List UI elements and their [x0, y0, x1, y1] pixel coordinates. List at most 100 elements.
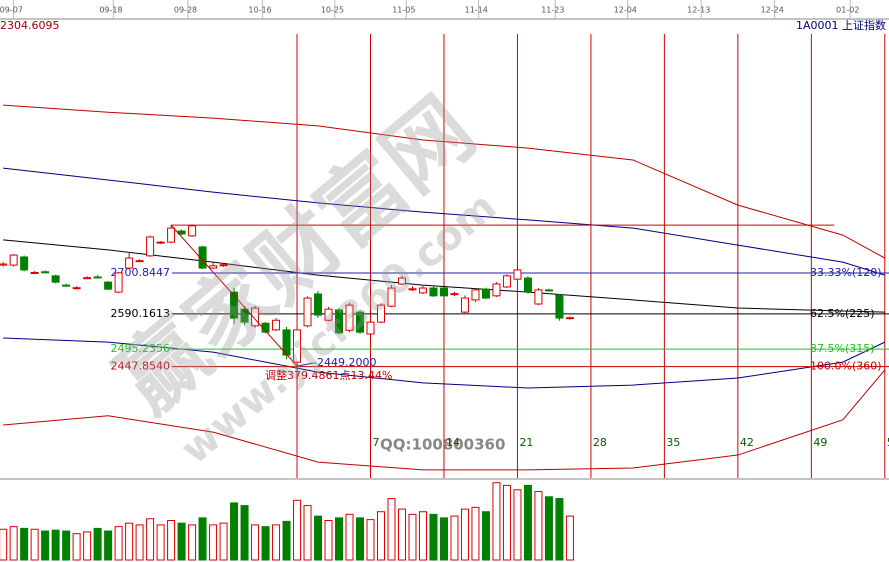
candle-body — [30, 272, 39, 275]
fib-ratio: 62.5%(225) — [810, 307, 875, 320]
x-tick-label: 12-04 — [614, 6, 637, 15]
candle-body — [146, 236, 155, 257]
band-line — [3, 167, 885, 276]
cycle-label: 7 — [373, 436, 380, 449]
candle-body — [219, 264, 228, 267]
volume-bar — [125, 522, 134, 561]
volume-bar — [293, 499, 302, 561]
candle-body — [293, 329, 302, 363]
corner-value: 2304.6095 — [0, 19, 60, 32]
volume-bar — [41, 530, 50, 561]
date-header — [0, 0, 889, 19]
x-tick-label: 10-16 — [248, 6, 271, 15]
volume-bar — [198, 517, 207, 561]
candle-body — [303, 297, 312, 327]
volume-bar — [523, 484, 532, 561]
cycle-label: 14 — [446, 436, 460, 449]
x-tick-label: 11-05 — [392, 6, 415, 15]
volume-bar — [114, 526, 123, 561]
volume-bar — [83, 531, 92, 561]
volume-bar — [335, 517, 344, 561]
candle-body — [251, 307, 260, 327]
volume-bar — [62, 530, 71, 561]
volume-bar — [345, 513, 354, 561]
band-line — [3, 104, 886, 259]
low-pointer — [296, 362, 314, 367]
candle-body — [356, 311, 365, 333]
candle-body — [272, 319, 281, 331]
candle-body — [209, 265, 218, 269]
candle-body — [544, 289, 553, 292]
volume-bar — [429, 513, 438, 561]
cycle-label: 49 — [813, 436, 827, 449]
volume-bar — [209, 524, 218, 561]
candle-body — [114, 272, 123, 293]
volume-bar — [272, 524, 281, 561]
candle-body — [62, 284, 71, 287]
x-tick-label: 01-02 — [836, 6, 859, 15]
candle-body — [418, 287, 427, 294]
volume-bar — [565, 515, 574, 561]
volume-bar — [450, 515, 459, 561]
candle-body — [492, 283, 501, 297]
candle-body — [555, 294, 564, 319]
fib-price: 2700.8447 — [111, 266, 171, 279]
volume-bar — [408, 513, 417, 561]
x-tick-label: 09-18 — [99, 6, 122, 15]
fib-ratio: 87.5%(315) — [810, 342, 875, 355]
volume-bar — [9, 526, 18, 561]
volume-bar — [356, 517, 365, 561]
volume-bar — [314, 515, 323, 561]
candle-body — [230, 291, 239, 319]
qq-text: QQ:100800360 — [380, 436, 505, 454]
candle-body — [377, 304, 385, 323]
symbol: 1A0001 上证指数 — [796, 18, 886, 32]
candle-body — [51, 275, 60, 283]
volume-bar — [156, 524, 165, 561]
volume-bar — [387, 498, 396, 561]
fib-price: 2495.2356 — [111, 342, 171, 355]
volume-bar — [502, 484, 511, 561]
cycle-label: 42 — [740, 436, 754, 449]
x-tick-label: 11-23 — [541, 6, 564, 15]
volume-bar — [397, 508, 406, 561]
adjustment-label: 调整379.4861点13.44% — [265, 368, 392, 382]
band-line — [3, 337, 886, 389]
volume-bar — [219, 522, 228, 561]
x-tick-label: 10-25 — [321, 6, 344, 15]
candle-body — [9, 254, 18, 266]
volume-bar — [303, 505, 312, 561]
candle-body — [481, 288, 490, 299]
volume-bar — [72, 533, 81, 561]
volume-bar — [177, 522, 186, 561]
candle-body — [460, 297, 469, 313]
volume-bar — [377, 511, 385, 561]
candle-body — [156, 241, 165, 244]
candle-body — [387, 287, 396, 307]
candle-body — [534, 289, 543, 305]
volume-bar — [534, 491, 543, 561]
candle-body — [198, 246, 207, 269]
volume-bar — [30, 528, 39, 561]
volume-bar — [93, 527, 102, 561]
candle-body — [93, 276, 102, 279]
candle-body — [20, 256, 29, 271]
cycle-label: 5 — [887, 436, 889, 449]
candle-body — [83, 277, 92, 280]
fib-price: 2590.1613 — [111, 307, 171, 320]
candle-body — [0, 263, 8, 266]
volume-bar — [544, 496, 553, 561]
volume-bar — [460, 508, 469, 561]
candle-body — [188, 225, 197, 237]
volume-bar — [188, 524, 197, 561]
volume-bar — [167, 520, 176, 561]
volume-bar — [418, 511, 427, 561]
candle-body — [240, 308, 249, 323]
candle-body — [523, 277, 532, 293]
candle-body — [135, 260, 144, 263]
volume-bar — [492, 482, 501, 561]
candle-body — [502, 275, 511, 288]
volume-bar — [481, 511, 490, 561]
x-tick-label: 09-07 — [0, 6, 23, 15]
volume-bar — [0, 528, 8, 561]
